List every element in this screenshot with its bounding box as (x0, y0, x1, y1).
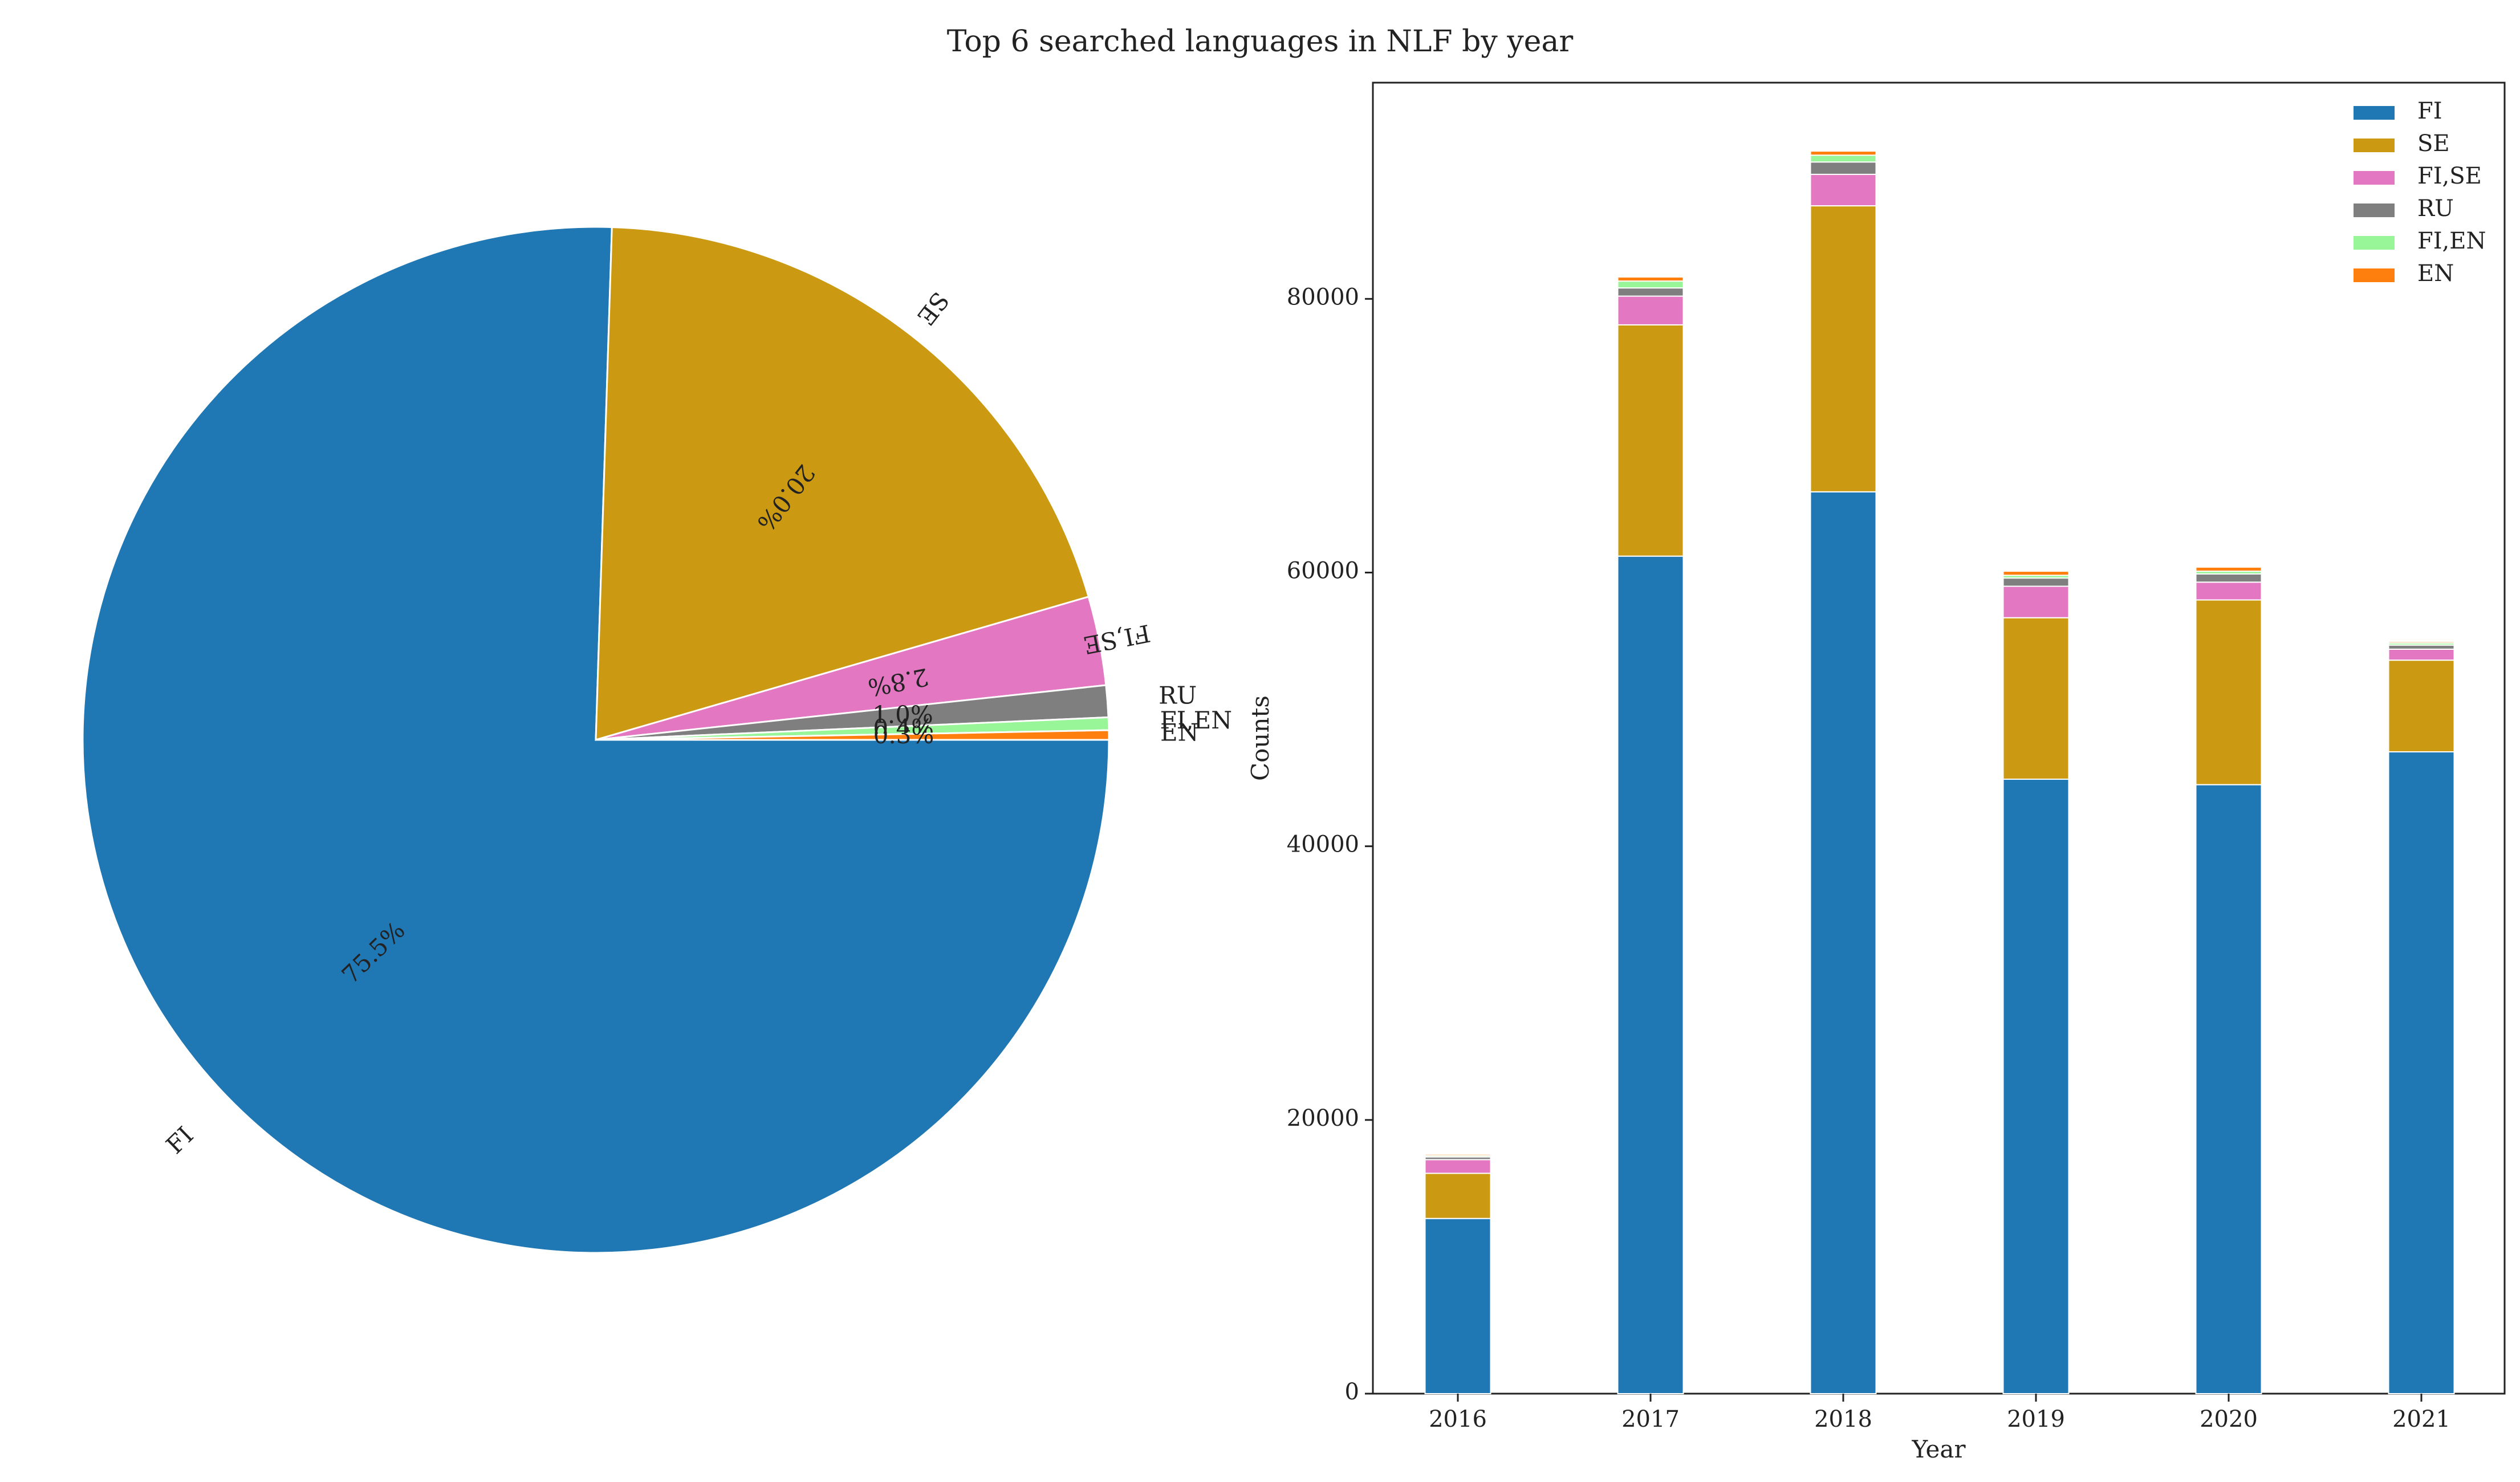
bar-2020-fi (2195, 784, 2262, 1394)
figure-title: Top 6 searched languages in NLF by year (947, 25, 1574, 59)
bar-2019-en (2002, 571, 2070, 576)
stacked-bar-chart: 0 20000 40000 60000 80000 2016 2017 2018 2019 202… (1246, 82, 2506, 1463)
bar-2016-se (1424, 1172, 1491, 1219)
bar-2017-ru (1617, 287, 1684, 297)
y-axis-label: Counts (1246, 695, 1274, 781)
pie-label-fi: FI (161, 1121, 199, 1159)
legend-swatch-fi-se (2354, 171, 2395, 185)
legend-label-fi-se: FI,SE (2417, 163, 2482, 189)
x-axis-label: Year (1911, 1435, 1966, 1463)
bar-2017-en (1617, 276, 1684, 282)
legend-swatch-ru (2354, 203, 2395, 217)
pie-label-se: SE (912, 287, 954, 331)
bar-2020-fi-se (2195, 581, 2262, 601)
legend-label-se: SE (2417, 131, 2450, 157)
bar-2018-en (1810, 150, 1877, 156)
pie-label-fi-en: FI,EN (1160, 706, 1233, 734)
bar-2021-fi-se (2388, 648, 2455, 661)
y-tick-label: 0 (1345, 1379, 1359, 1405)
pie-slice-se (595, 226, 1090, 742)
x-tick-label: 2019 (2007, 1406, 2065, 1432)
legend-swatch-fi-en (2354, 236, 2395, 250)
legend-swatch-en (2354, 268, 2395, 282)
bar-2021-en (2388, 641, 2455, 644)
bar-2019-fi (2002, 779, 2070, 1394)
legend-label-fi: FI (2417, 98, 2442, 124)
bar-2021-ru (2388, 644, 2455, 650)
x-tick-label: 2021 (2392, 1406, 2450, 1432)
pie-pct-ru: 1.0% (872, 701, 933, 728)
bar-2016-fi-se (1424, 1159, 1491, 1174)
x-tick-label: 2016 (1429, 1406, 1487, 1432)
legend-label-ru: RU (2417, 196, 2454, 222)
bar-2018-ru (1810, 161, 1877, 175)
pie-label-en: EN (1160, 719, 1198, 747)
pie-slice-en (595, 729, 1110, 741)
pie-label-ru: RU (1159, 681, 1197, 709)
legend-label-en: EN (2417, 260, 2454, 287)
bar-2018-fi-se (1810, 173, 1877, 207)
bar-2017-fi (1617, 555, 1684, 1394)
pie-pct-en: 0.3% (873, 721, 934, 749)
bar-2020-se (2195, 599, 2262, 785)
legend-label-fi-en: FI,EN (2417, 228, 2486, 254)
x-tick-label: 2017 (1621, 1406, 1680, 1432)
y-tick-label: 80000 (1287, 284, 1359, 310)
bar-2020-en (2195, 566, 2262, 572)
y-tick-label: 20000 (1287, 1105, 1359, 1131)
y-tick-label: 40000 (1287, 832, 1359, 858)
x-tick-label: 2018 (1814, 1406, 1872, 1432)
bar-2019-fi-se (2002, 585, 2070, 618)
bar-2019-se (2002, 617, 2070, 780)
legend-swatch-fi (2354, 106, 2395, 120)
bar-2018-se (1810, 205, 1877, 492)
bar-2018-fi (1810, 491, 1877, 1394)
pie-slice-fi (82, 226, 1110, 1254)
bar-2017-fi-en (1617, 280, 1684, 289)
bar-2021-fi (2388, 751, 2455, 1394)
bar-2020-ru (2195, 573, 2262, 583)
y-tick-label: 60000 (1287, 557, 1359, 584)
bar-2017-fi-se (1617, 295, 1684, 325)
bar-2021-se (2388, 659, 2455, 753)
bar-2019-ru (2002, 577, 2070, 587)
bar-axes-frame (1372, 82, 2506, 1395)
legend-swatch-se (2354, 139, 2395, 152)
bar-2018-fi-en (1810, 154, 1877, 163)
bar-2016-en (1424, 1153, 1491, 1157)
bar-2016-fi (1424, 1218, 1491, 1394)
bar-2017-se (1617, 324, 1684, 557)
x-tick-label: 2020 (2200, 1406, 2258, 1432)
